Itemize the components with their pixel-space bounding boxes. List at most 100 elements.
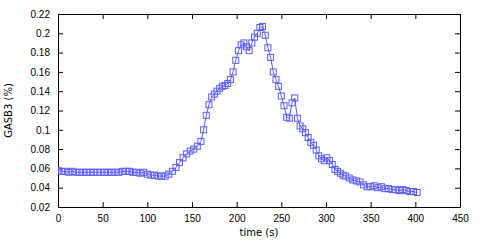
y-tick-mark bbox=[58, 188, 63, 189]
y-tick-mark bbox=[58, 149, 63, 150]
data-point bbox=[203, 112, 209, 118]
x-tick-mark bbox=[371, 14, 372, 19]
y-tick-mark bbox=[58, 207, 63, 208]
y-tick bbox=[455, 168, 460, 169]
data-point bbox=[162, 173, 168, 179]
data-point bbox=[414, 190, 420, 196]
data-point bbox=[273, 77, 279, 83]
y-tick bbox=[455, 33, 460, 34]
data-point bbox=[246, 48, 252, 54]
x-tick bbox=[237, 14, 238, 19]
y-tick-mark bbox=[58, 72, 63, 73]
data-point bbox=[84, 169, 90, 175]
data-point bbox=[230, 69, 236, 75]
y-tick bbox=[455, 149, 460, 150]
x-tick-mark bbox=[192, 202, 193, 207]
data-point bbox=[278, 93, 284, 99]
chart: 0501001502002503003504004500.020.040.060… bbox=[0, 0, 480, 240]
data-point bbox=[227, 77, 233, 83]
x-tick bbox=[281, 14, 282, 19]
y-tick-mark bbox=[455, 149, 460, 150]
x-tick-label: 300 bbox=[318, 213, 335, 224]
y-tick-mark bbox=[58, 130, 63, 131]
data-point bbox=[276, 83, 282, 89]
x-tick-label: 0 bbox=[56, 213, 62, 224]
y-tick-label: 0.1 bbox=[36, 125, 50, 136]
data-point bbox=[389, 187, 395, 193]
x-tick-mark bbox=[147, 202, 148, 207]
y-tick-mark bbox=[58, 53, 63, 54]
y-tick-mark bbox=[455, 207, 460, 208]
data-point bbox=[286, 115, 292, 121]
plot: 0501001502002503003504004500.020.040.060… bbox=[31, 9, 470, 224]
y-tick-mark bbox=[58, 33, 63, 34]
y-tick bbox=[455, 53, 460, 54]
x-tick bbox=[147, 14, 148, 19]
x-axis: 050100150200250300350400450 bbox=[56, 202, 470, 224]
data-point bbox=[407, 189, 413, 195]
x-tick-label: 150 bbox=[184, 213, 201, 224]
data-point bbox=[119, 168, 125, 174]
y-axis-line bbox=[460, 15, 461, 208]
data-point bbox=[233, 57, 239, 63]
y-tick: 0.08 bbox=[31, 144, 63, 155]
x-tick-mark bbox=[415, 14, 416, 19]
series-line bbox=[58, 27, 417, 193]
x-tick-label: 450 bbox=[452, 213, 469, 224]
data-point bbox=[109, 169, 115, 175]
data-point bbox=[268, 54, 274, 60]
y-tick-mark bbox=[455, 72, 460, 73]
x-tick: 400 bbox=[407, 202, 424, 224]
data-point bbox=[123, 168, 129, 174]
x-tick: 100 bbox=[139, 202, 156, 224]
data-point bbox=[105, 169, 111, 175]
y-tick bbox=[455, 14, 460, 15]
x-tick bbox=[103, 14, 104, 19]
data-point bbox=[364, 184, 370, 190]
x-tick-label: 400 bbox=[407, 213, 424, 224]
data-point bbox=[371, 183, 377, 189]
data-point bbox=[378, 184, 384, 190]
y-tick-label: 0.22 bbox=[31, 9, 51, 20]
data-point bbox=[343, 173, 349, 179]
data-point bbox=[260, 24, 266, 30]
x-axis bbox=[59, 14, 461, 19]
data-point bbox=[262, 32, 268, 38]
x-tick-label: 200 bbox=[229, 213, 246, 224]
y-tick-label: 0.16 bbox=[31, 67, 51, 78]
y-tick-label: 0.12 bbox=[31, 105, 51, 116]
y-tick: 0.16 bbox=[31, 67, 63, 78]
data-point bbox=[91, 169, 97, 175]
x-tick-mark bbox=[326, 14, 327, 19]
x-tick-mark bbox=[192, 14, 193, 19]
data-point bbox=[141, 169, 147, 175]
data-point bbox=[201, 127, 207, 133]
data-point bbox=[80, 169, 86, 175]
y-tick-label: 0.06 bbox=[31, 163, 51, 174]
y-tick-mark bbox=[455, 168, 460, 169]
series bbox=[58, 24, 420, 196]
data-point bbox=[254, 30, 260, 36]
x-tick-mark bbox=[415, 202, 416, 207]
data-point bbox=[313, 147, 319, 153]
y-tick-mark bbox=[455, 33, 460, 34]
y-tick-label: 0.04 bbox=[31, 182, 51, 193]
y-axis-title: GASB3 (%) bbox=[3, 83, 14, 138]
x-tick-mark bbox=[281, 202, 282, 207]
y-tick: 0.02 bbox=[31, 202, 63, 213]
x-tick-mark bbox=[326, 202, 327, 207]
data-point bbox=[281, 103, 287, 109]
x-tick: 300 bbox=[318, 202, 335, 224]
x-tick-label: 100 bbox=[139, 213, 156, 224]
y-tick: 0.2 bbox=[36, 28, 63, 39]
y-tick-label: 0.02 bbox=[31, 202, 51, 213]
x-tick-label: 50 bbox=[98, 213, 110, 224]
data-point bbox=[249, 40, 255, 46]
y-tick bbox=[455, 207, 460, 208]
y-tick: 0.22 bbox=[31, 9, 63, 20]
x-tick: 50 bbox=[98, 202, 110, 224]
y-tick bbox=[455, 130, 460, 131]
x-tick: 150 bbox=[184, 202, 201, 224]
x-axis-title: time (s) bbox=[240, 227, 279, 238]
y-tick-mark bbox=[58, 91, 63, 92]
